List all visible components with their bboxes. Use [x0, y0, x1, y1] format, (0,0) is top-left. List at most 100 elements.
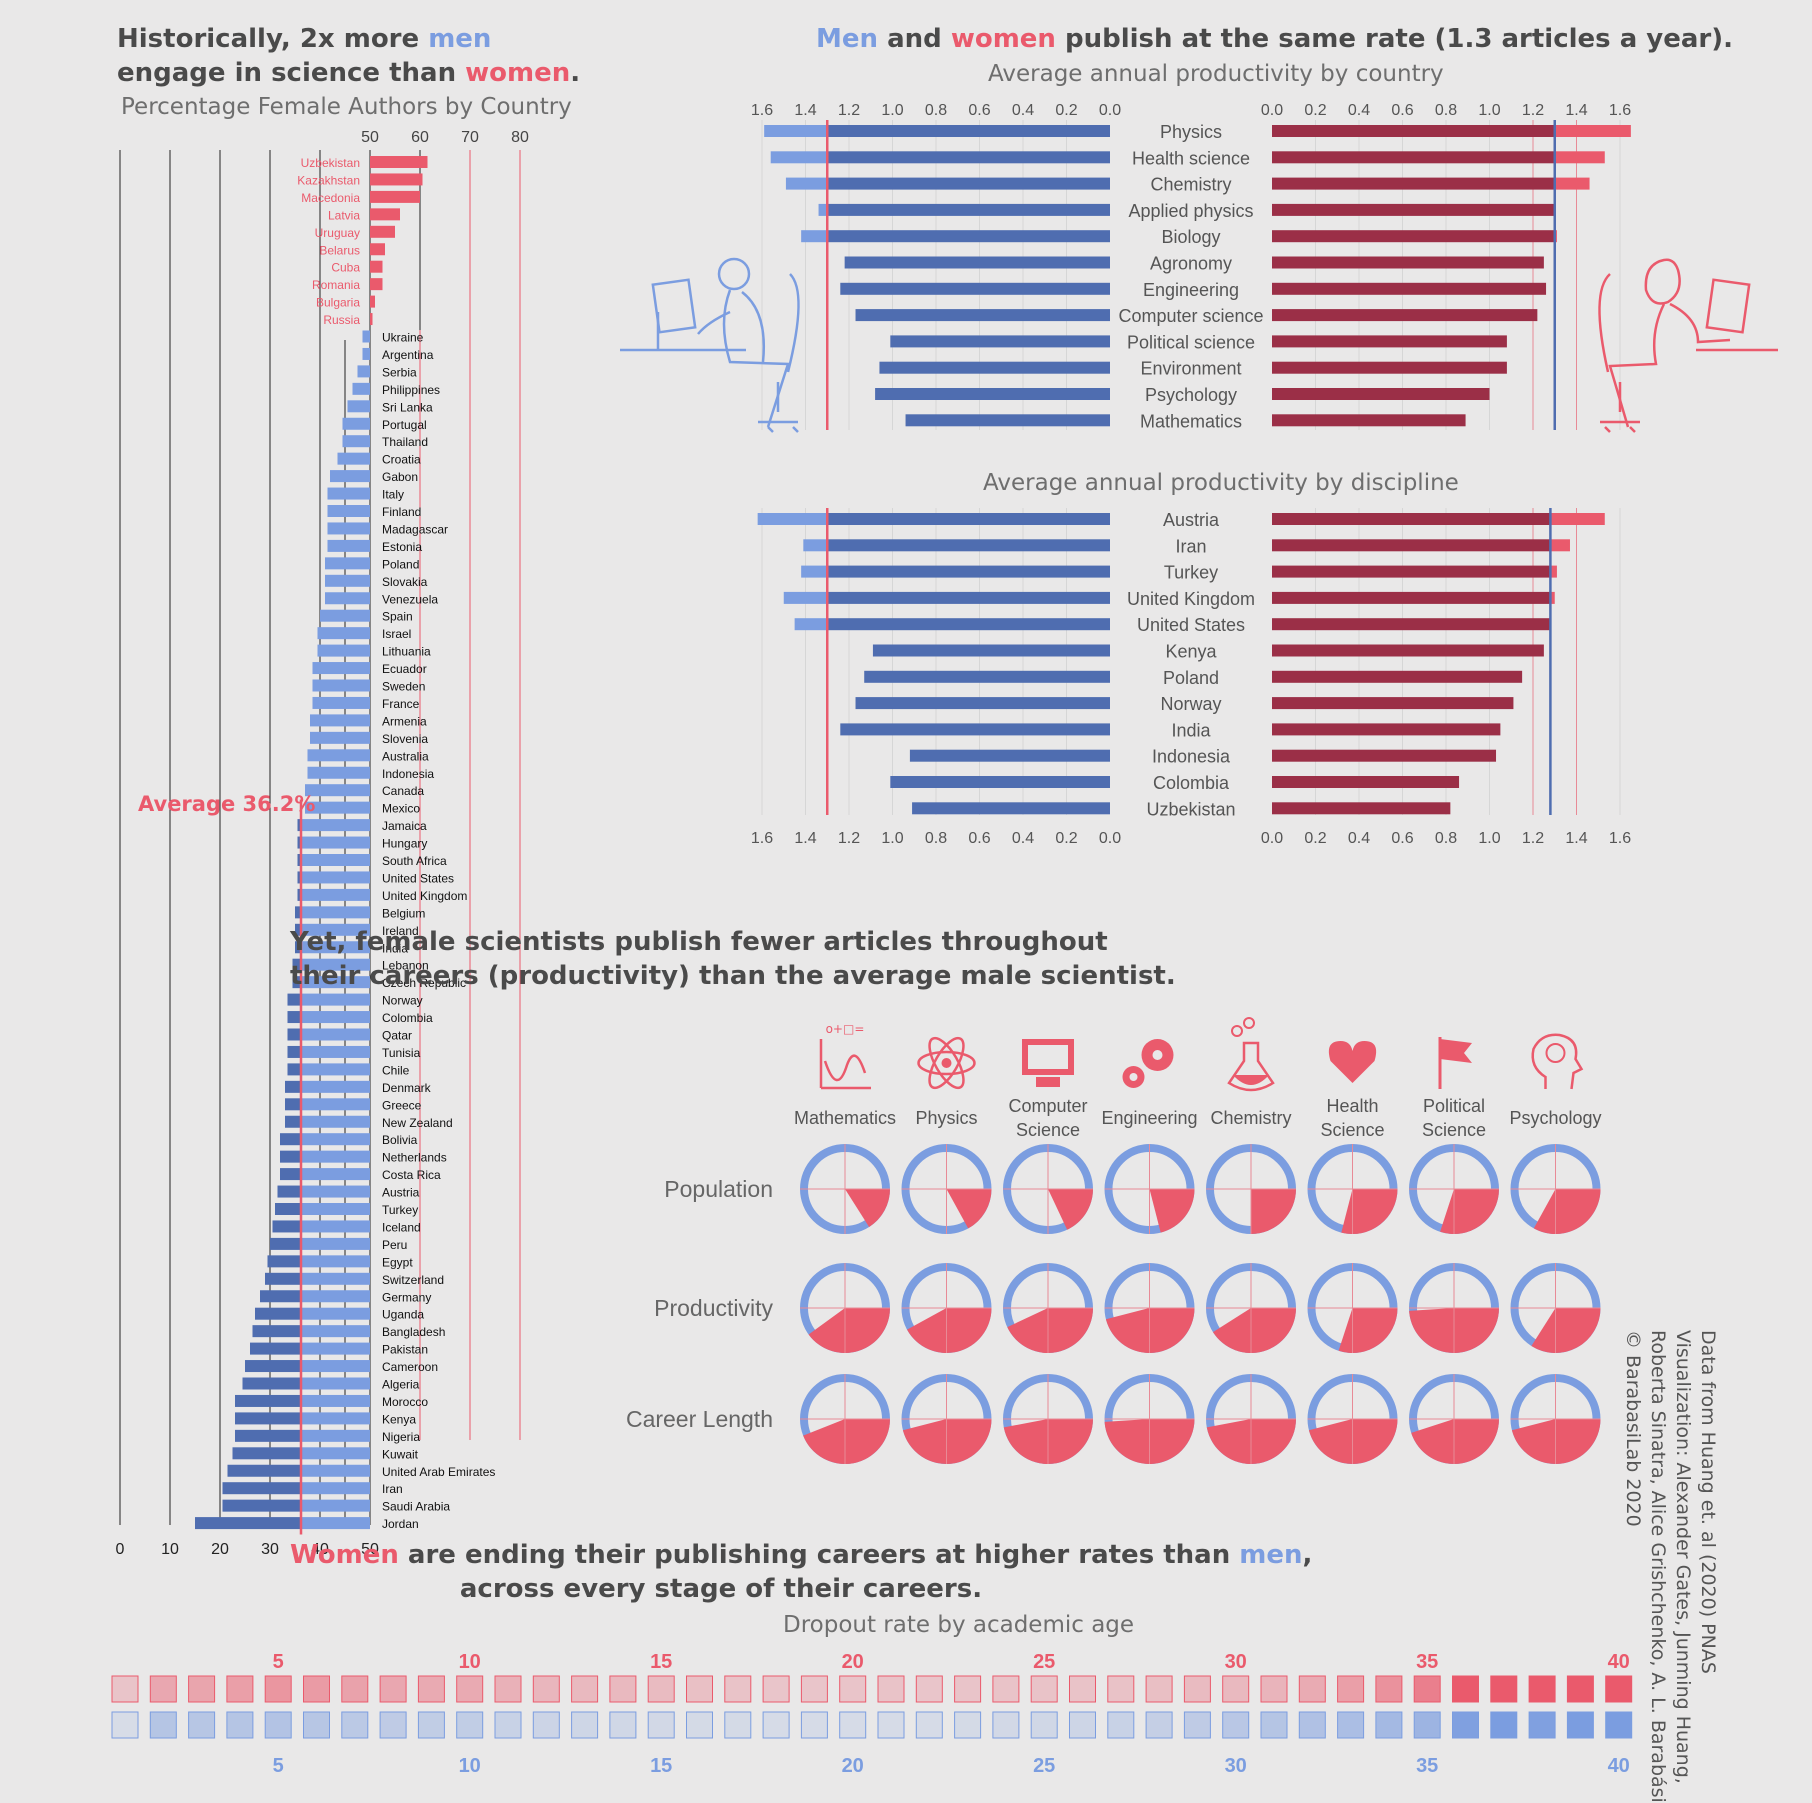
x-tick-bottom-40: 40: [311, 1541, 329, 1558]
discipline-label-Health Science-1: Science: [1320, 1120, 1384, 1140]
bar-dark-Costa Rica: [280, 1168, 301, 1181]
top-headline-men: Men: [816, 24, 879, 54]
bar-label-Philippines: Philippines: [382, 383, 440, 397]
x-tick-top-50: 50: [361, 129, 379, 146]
pie-female-Population-Engineering: [1149, 1189, 1195, 1233]
dropout-cell-Women-9: [417, 1675, 445, 1703]
category-label-Physics: Physics: [1160, 122, 1222, 142]
women-bar-Agronomy: [1272, 256, 1544, 269]
bar-dark-Colombia: [287, 1011, 301, 1024]
dropout-cell-Women-27: [1107, 1675, 1135, 1703]
men-bar-Iran: [827, 539, 1110, 552]
bar-Peru: [301, 1237, 370, 1250]
bar-label-Kuwait: Kuwait: [382, 1447, 419, 1461]
pie-female-Population-Chemistry: [1251, 1189, 1296, 1234]
left-headline-text-2: engage in science than: [117, 58, 466, 88]
dropout-cell-Women-10: [456, 1675, 484, 1703]
bar-label-United Arab Emirates: United Arab Emirates: [382, 1465, 495, 1479]
computer-icon: [1022, 1039, 1074, 1087]
bar-Turkey: [301, 1203, 370, 1215]
dropout-cell-Women-22: [915, 1675, 943, 1703]
bar-Kazakhstan: [370, 173, 423, 186]
men-bar-excess-Chemistry: [785, 177, 828, 190]
bar-label-Turkey: Turkey: [382, 1203, 418, 1217]
dropout-cell-Women-12: [532, 1675, 560, 1703]
dropout-cell-Men-3: [188, 1711, 216, 1739]
men-bar-Austria: [827, 513, 1110, 525]
category-label-Applied physics: Applied physics: [1128, 201, 1253, 221]
x-tick-bottom-50: 50: [361, 1541, 379, 1558]
bar-Jordan: [301, 1517, 370, 1530]
gears-icon: [1122, 1039, 1174, 1088]
men-bar-Uzbekistan: [912, 802, 1110, 815]
dropout-cell-Men-9: [417, 1711, 445, 1739]
bar-Venezuela: [325, 592, 370, 605]
dropout-tick-women-10: 10: [459, 1651, 481, 1673]
bar-Macedonia: [370, 190, 420, 203]
pie-female-Productivity-Psychology: [1531, 1308, 1601, 1353]
dropout-cell-Women-36: [1452, 1675, 1479, 1703]
dropout-cell-Women-16: [686, 1675, 713, 1703]
bar-Estonia: [327, 539, 370, 552]
bar-dark-Chile: [287, 1063, 301, 1076]
bar-label-Uruguay: Uruguay: [315, 226, 360, 240]
brain-icon: [1531, 1033, 1584, 1090]
left-headline-text-1: Historically, 2x more: [117, 24, 429, 54]
bottom-headline-men: men: [1239, 1540, 1303, 1570]
women-bar-excess-Iran: [1550, 539, 1570, 552]
dropout-cell-Women-28: [1145, 1675, 1173, 1703]
atom-orbit-3: [928, 1036, 965, 1090]
math-icon: o+□=: [819, 1022, 871, 1090]
bar-label-Uzbekistan: Uzbekistan: [301, 156, 360, 170]
tick-left-2-bottom-1.0: 1.0: [881, 830, 903, 847]
bar-dark-Belgium: [295, 906, 301, 919]
bar-dark-South Africa: [297, 854, 301, 866]
pie-female-Productivity-Physics: [907, 1308, 992, 1353]
men-bar-excess-Turkey: [801, 565, 828, 578]
bar-label-United States: United States: [382, 871, 454, 885]
dropout-cell-Women-7: [341, 1675, 369, 1703]
left-headline-women: women: [465, 58, 571, 88]
bar-label-Switzerland: Switzerland: [382, 1273, 444, 1287]
women-bar-excess-United Kingdom: [1550, 591, 1555, 604]
women-bar-Mathematics: [1272, 414, 1466, 427]
bar-label-Morocco: Morocco: [382, 1395, 428, 1409]
tick-right-2-bottom-0.0: 0.0: [1261, 830, 1283, 847]
discipline-productivity-title: Average annual productivity by disciplin…: [983, 470, 1459, 496]
bar-Spain: [320, 609, 370, 622]
bar-Germany: [301, 1290, 370, 1303]
credit-line-2: Visualization: Alexander Gates, Junming …: [1672, 1330, 1694, 1784]
tick-left-2-bottom-1.4: 1.4: [794, 830, 816, 847]
pie-female-Career Length-Mathematics: [803, 1419, 890, 1464]
bar-dark-Algeria: [242, 1377, 301, 1390]
bar-label-Egypt: Egypt: [382, 1255, 413, 1269]
bar-Costa Rica: [301, 1168, 370, 1181]
x-tick-top-60: 60: [411, 129, 429, 146]
dropout-cell-Men-19: [800, 1711, 828, 1739]
tick-left-1-top-0.6: 0.6: [968, 102, 990, 119]
tick-left-1-top-1.4: 1.4: [794, 102, 816, 119]
category-label-Mathematics: Mathematics: [1140, 411, 1242, 431]
bar-label-Macedonia: Macedonia: [301, 191, 360, 205]
dropout-cell-Men-36: [1452, 1711, 1479, 1739]
bar-dark-Ireland: [295, 923, 301, 936]
dropout-cell-Men-8: [379, 1711, 407, 1739]
dropout-cell-Women-40: [1605, 1675, 1633, 1703]
discipline-label-Health Science-0: Health: [1326, 1096, 1378, 1116]
flag-icon: [1438, 1037, 1472, 1089]
x-tick-bottom-30: 30: [261, 1541, 279, 1558]
category-label-United States: United States: [1137, 615, 1245, 635]
atom-nucleus: [941, 1058, 952, 1068]
computer-display: [1028, 1045, 1068, 1069]
bar-Pakistan: [301, 1342, 370, 1355]
tick-left-2-bottom-0.4: 0.4: [1012, 830, 1034, 847]
women-bar-Health science: [1272, 151, 1555, 164]
dropout-cell-Women-23: [954, 1675, 982, 1703]
bar-South Africa: [301, 854, 370, 866]
category-label-Health science: Health science: [1132, 148, 1250, 168]
bar-label-Iceland: Iceland: [382, 1220, 421, 1234]
dropout-cell-Men-5: [264, 1711, 292, 1739]
women-bar-Biology: [1272, 230, 1555, 243]
men-bar-excess-Iran: [803, 539, 828, 552]
women-bar-United Kingdom: [1272, 591, 1551, 604]
